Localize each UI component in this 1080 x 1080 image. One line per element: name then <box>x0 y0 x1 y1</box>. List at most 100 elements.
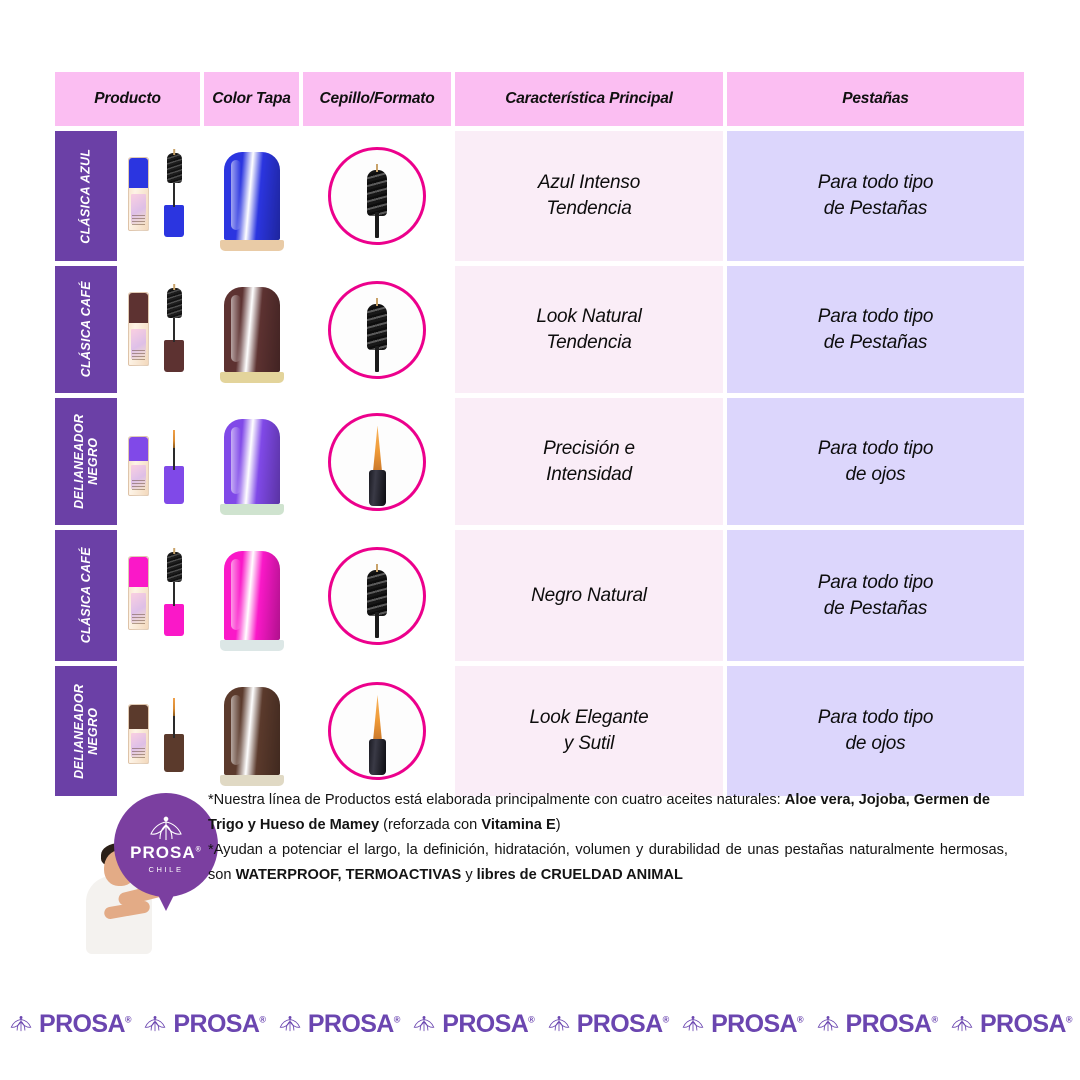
product-tube <box>127 704 149 764</box>
table-row: CLÁSICA AZUL Azul Intenso Tendencia Para t… <box>55 131 1025 261</box>
tube-label <box>130 328 146 359</box>
brand-logo-text: PROSA® <box>442 1009 535 1038</box>
cap-base-ring <box>219 775 284 786</box>
cell-pestanas: Para todo tipo de ojos <box>727 666 1024 796</box>
brush-stalk <box>375 345 379 372</box>
fine-liner-brush-icon <box>364 695 390 775</box>
tube-label <box>130 732 146 757</box>
row-label-1: CLÁSICA AZUL <box>55 131 117 261</box>
wand-stem <box>172 578 175 606</box>
table-header-row: Producto Color Tapa Cepillo/Formato Cara… <box>55 72 1025 126</box>
cell-producto <box>121 131 200 261</box>
cell-producto <box>121 666 200 796</box>
mascara-tube-blue <box>124 131 198 261</box>
product-tube <box>127 556 149 630</box>
brand-logo: PROSA® <box>949 1010 1073 1039</box>
spiral-mascara-brush-icon <box>364 170 390 238</box>
tube-label <box>130 193 146 224</box>
brand-logo-text: PROSA® <box>39 1009 132 1038</box>
tube-cap <box>128 557 148 588</box>
wand-handle <box>163 340 184 372</box>
tube-label <box>130 464 146 489</box>
column-header-cepillo-formato: Cepillo/Formato <box>303 72 451 126</box>
cap-body <box>223 152 280 240</box>
brush-detail-circle <box>328 280 426 379</box>
brand-logo-text: PROSA® <box>845 1009 939 1038</box>
wand-handle <box>163 205 184 237</box>
footer-line1-oils: Aloe vera, Jojoba, Germen de Trigo y Hue… <box>208 792 990 834</box>
product-wand <box>163 698 186 772</box>
table-row: DELIANEADOR NEGRO Look Elegante y Sutil Par… <box>55 666 1025 796</box>
wand-stem <box>172 444 175 470</box>
cell-cepillo-formato <box>303 398 451 525</box>
footer-line2-cruelty: libres de CRUELDAD ANIMAL <box>476 867 683 884</box>
product-tube <box>127 157 149 231</box>
badge-registered-mark: ® <box>195 846 202 854</box>
cap-brown <box>219 287 284 383</box>
brush-detail-circle <box>328 412 426 511</box>
footer-line1-mid: (reforzada con <box>379 817 482 834</box>
prosa-crown-icon <box>682 1016 704 1032</box>
footer-disclaimer: *Nuestra línea de Productos está elabora… <box>208 788 1008 888</box>
cell-color-tapa <box>204 266 299 393</box>
pestanas-text: Para todo tipo de ojos <box>817 707 934 754</box>
spiral-mascara-brush-icon <box>364 569 390 638</box>
caracteristica-text: Negro Natural <box>531 584 647 606</box>
brush-detail-circle <box>328 546 426 645</box>
brand-registered-mark: ® <box>1065 1014 1073 1025</box>
cap-purple <box>219 419 284 515</box>
wand-stem <box>172 712 175 738</box>
caracteristica-text: Look Natural Tendencia <box>536 305 642 353</box>
cell-cepillo-formato <box>303 266 451 393</box>
brand-registered-mark: ® <box>393 1014 401 1025</box>
product-tube <box>127 436 149 496</box>
cell-color-tapa <box>204 530 299 661</box>
brand-registered-mark: ® <box>797 1014 804 1025</box>
eyeliner-tube-brown <box>124 666 198 796</box>
cap-body <box>223 551 280 640</box>
brush-stalk <box>375 212 379 238</box>
wand-brush-head <box>166 153 182 183</box>
wand-brush-head <box>166 552 182 582</box>
pestanas-text: Para todo tipo de Pestañas <box>817 172 934 219</box>
brand-logo: PROSA® <box>411 1009 535 1039</box>
brand-registered-mark: ® <box>528 1014 535 1025</box>
cap-body <box>223 419 280 504</box>
mascara-tube-brown <box>124 266 198 393</box>
column-header-producto: Producto <box>55 72 200 126</box>
brand-logo: PROSA® <box>680 1010 804 1039</box>
wand-brush-head <box>166 288 182 318</box>
row-label-5: DELIANEADOR NEGRO <box>55 666 117 796</box>
cap-highlight <box>230 559 241 630</box>
column-header-caracteristica-principal: Característica Principal <box>455 72 723 126</box>
row-label-text: CLÁSICA CAFÉ <box>78 547 93 644</box>
eyeliner-tube-purple <box>124 398 198 525</box>
cell-producto <box>121 266 200 393</box>
brush-bristles <box>367 303 387 350</box>
row-label-3: DELIANEADOR NEGRO <box>55 398 117 525</box>
liner-ferrule <box>369 469 386 506</box>
tube-label-lines <box>131 614 145 626</box>
footer-line1-end: ) <box>555 817 561 834</box>
table-row: CLÁSICA CAFÉ Negro Natural Para todo tipo … <box>55 530 1025 661</box>
brand-logo: PROSA® <box>142 1010 266 1039</box>
row-label-2: CLÁSICA CAFÉ <box>55 266 117 393</box>
cap-base-ring <box>219 372 284 383</box>
cell-cepillo-formato <box>303 131 451 261</box>
pestanas-text: Para todo tipo de ojos <box>817 437 934 485</box>
cell-pestanas: Para todo tipo de Pestañas <box>727 530 1024 661</box>
brand-logo: PROSA® <box>277 1010 400 1039</box>
brand-logo: PROSA® <box>815 1010 938 1039</box>
row-label-text: CLÁSICA AZUL <box>78 148 93 244</box>
cell-cepillo-formato <box>303 530 451 661</box>
cell-caracteristica: Look Natural Tendencia <box>455 266 723 393</box>
row-label-text: DELIANEADOR NEGRO <box>71 683 100 779</box>
prosa-crown-icon <box>951 1016 973 1032</box>
brand-logo: PROSA® <box>546 1010 669 1039</box>
product-comparison-table: Producto Color Tapa Cepillo/Formato Cara… <box>55 72 1025 801</box>
cap-body <box>223 287 280 372</box>
wand-liner-tip <box>173 698 175 716</box>
tube-cap <box>128 437 148 462</box>
cap-blue <box>219 152 284 251</box>
cap-base-ring <box>219 240 284 251</box>
